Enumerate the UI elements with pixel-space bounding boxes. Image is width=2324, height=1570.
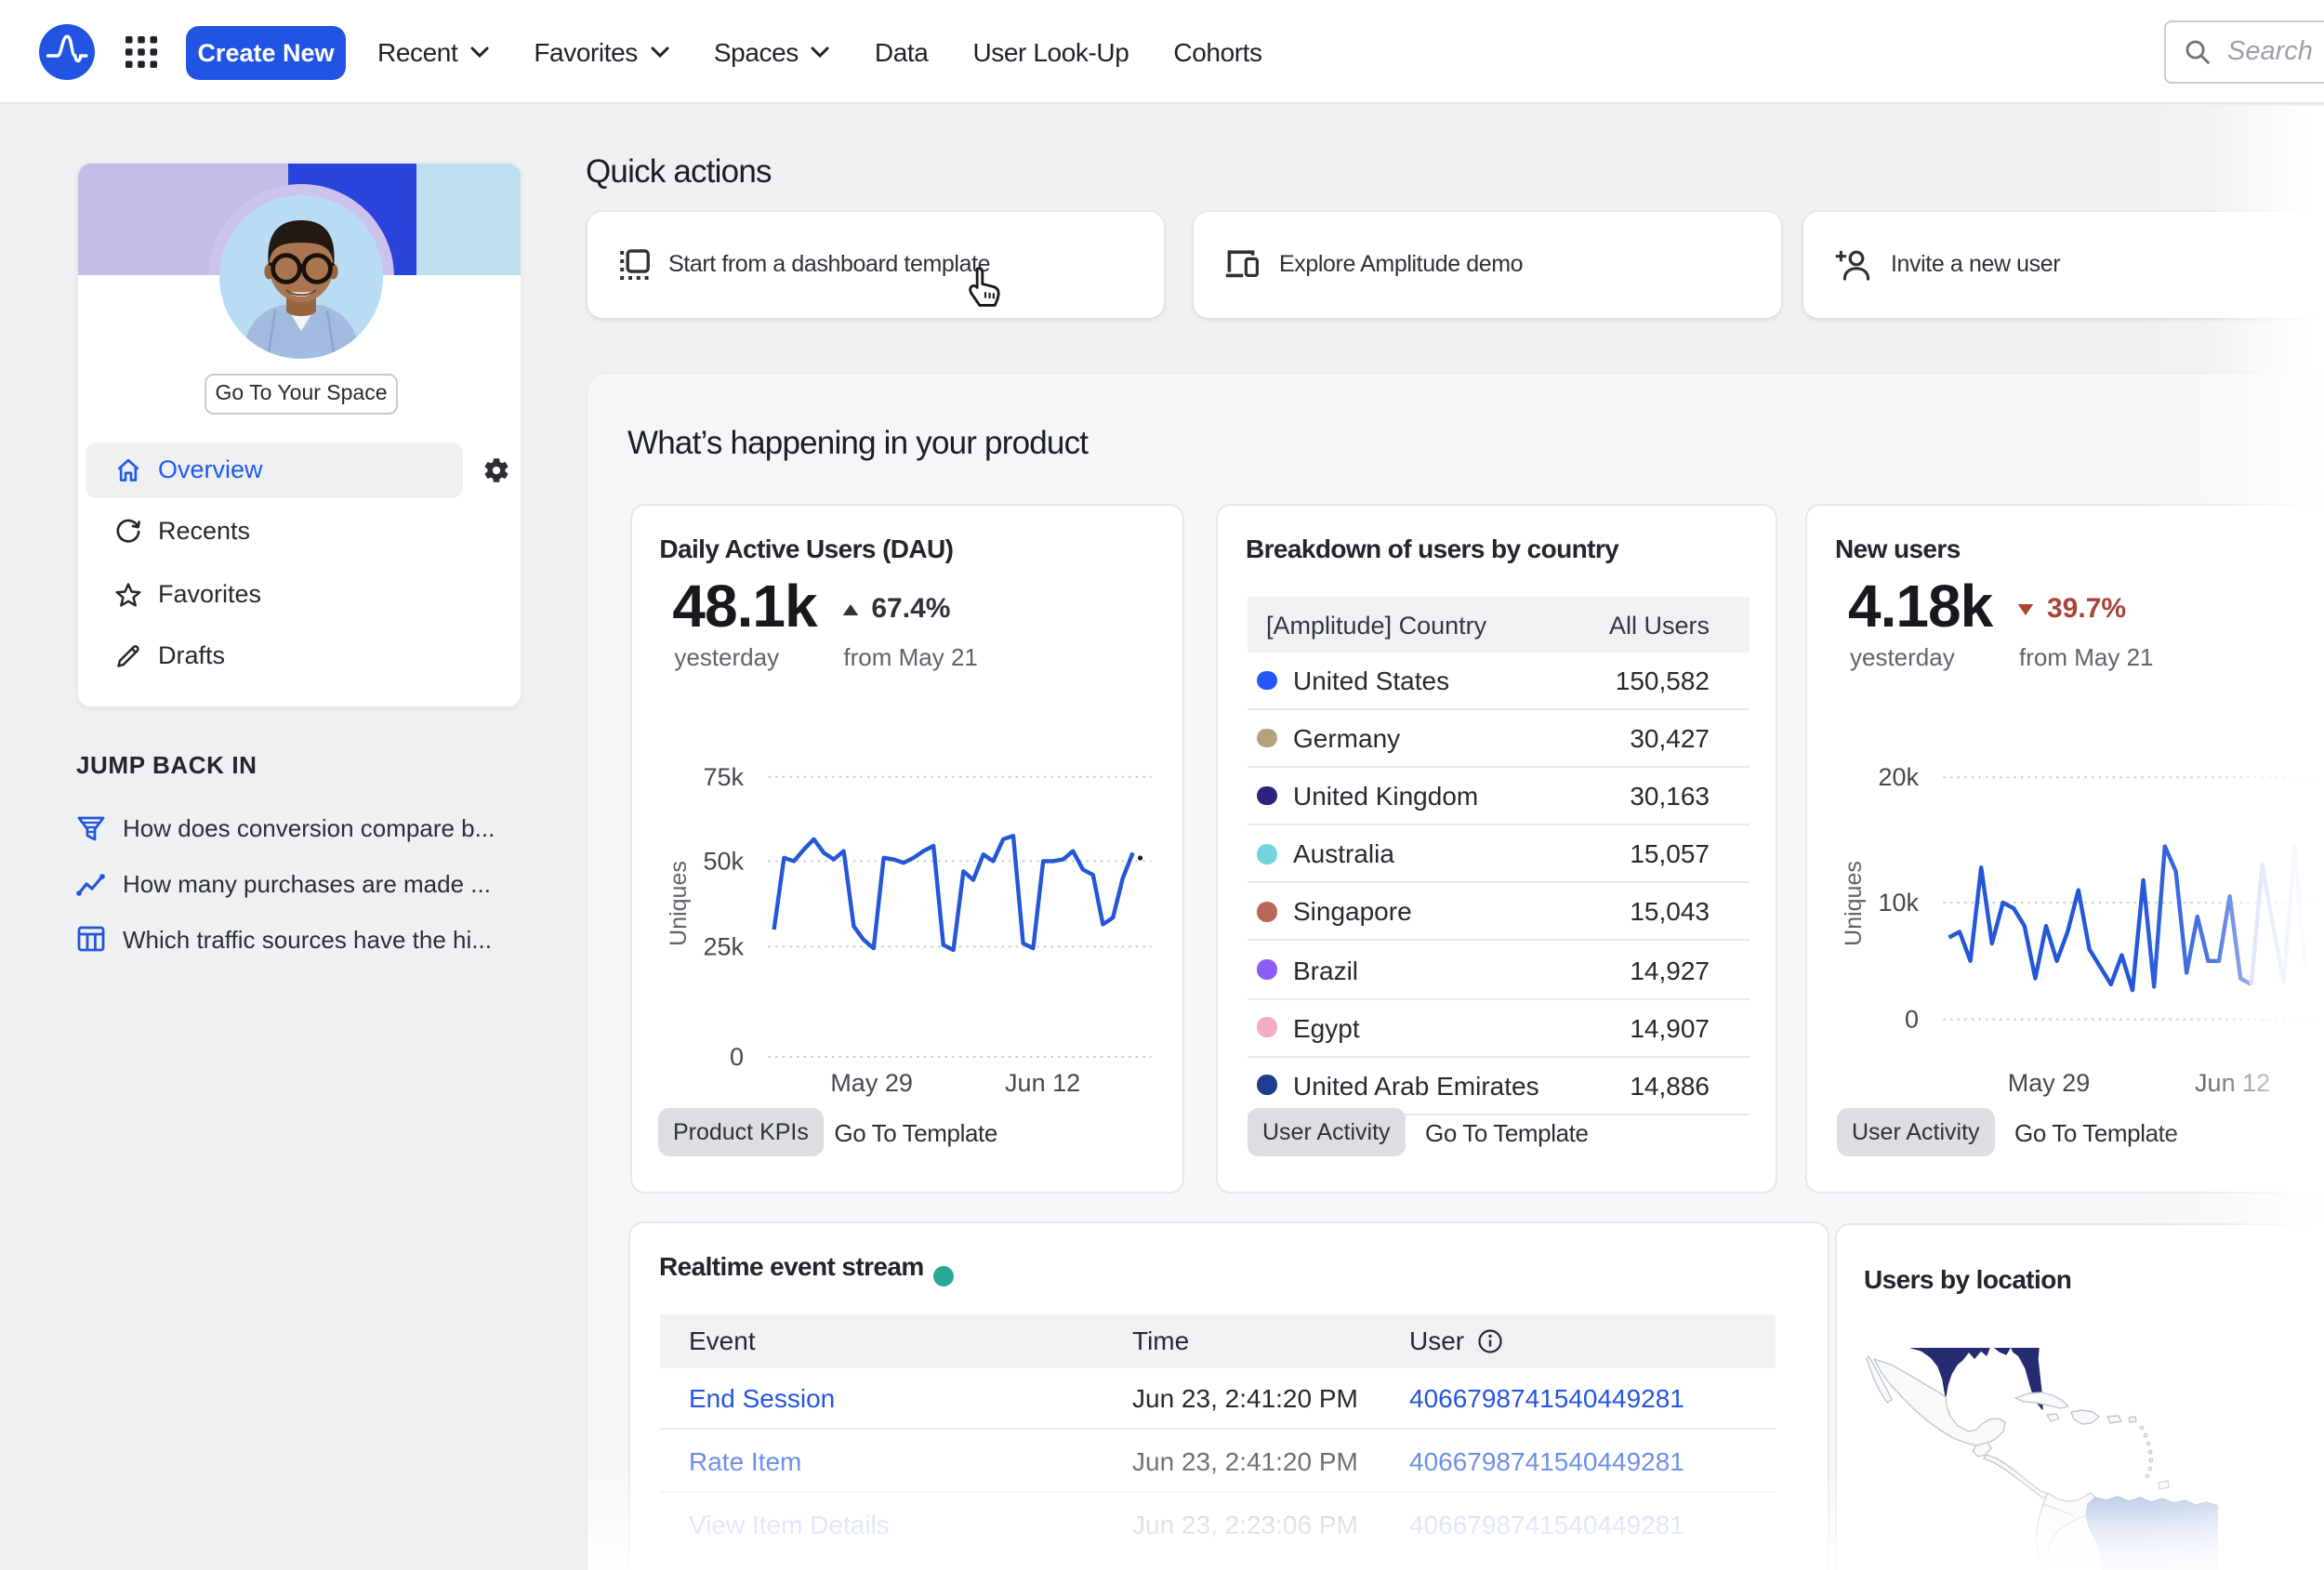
svg-text:25k: 25k — [703, 931, 744, 959]
svg-text:May 29: May 29 — [2008, 1068, 2091, 1096]
svg-text:20k: 20k — [1878, 762, 1919, 790]
svg-text:Uniques: Uniques — [665, 860, 691, 945]
svg-text:0: 0 — [1905, 1005, 1919, 1033]
svg-text:50k: 50k — [703, 846, 744, 874]
svg-text:10k: 10k — [1878, 888, 1919, 916]
svg-text:Uniques: Uniques — [1841, 860, 1867, 945]
svg-text:Jun 12: Jun 12 — [1004, 1068, 1079, 1096]
svg-text:75k: 75k — [703, 762, 744, 790]
svg-text:0: 0 — [729, 1042, 743, 1070]
svg-text:May 29: May 29 — [830, 1068, 913, 1096]
svg-text:Jun 12: Jun 12 — [2195, 1068, 2270, 1096]
